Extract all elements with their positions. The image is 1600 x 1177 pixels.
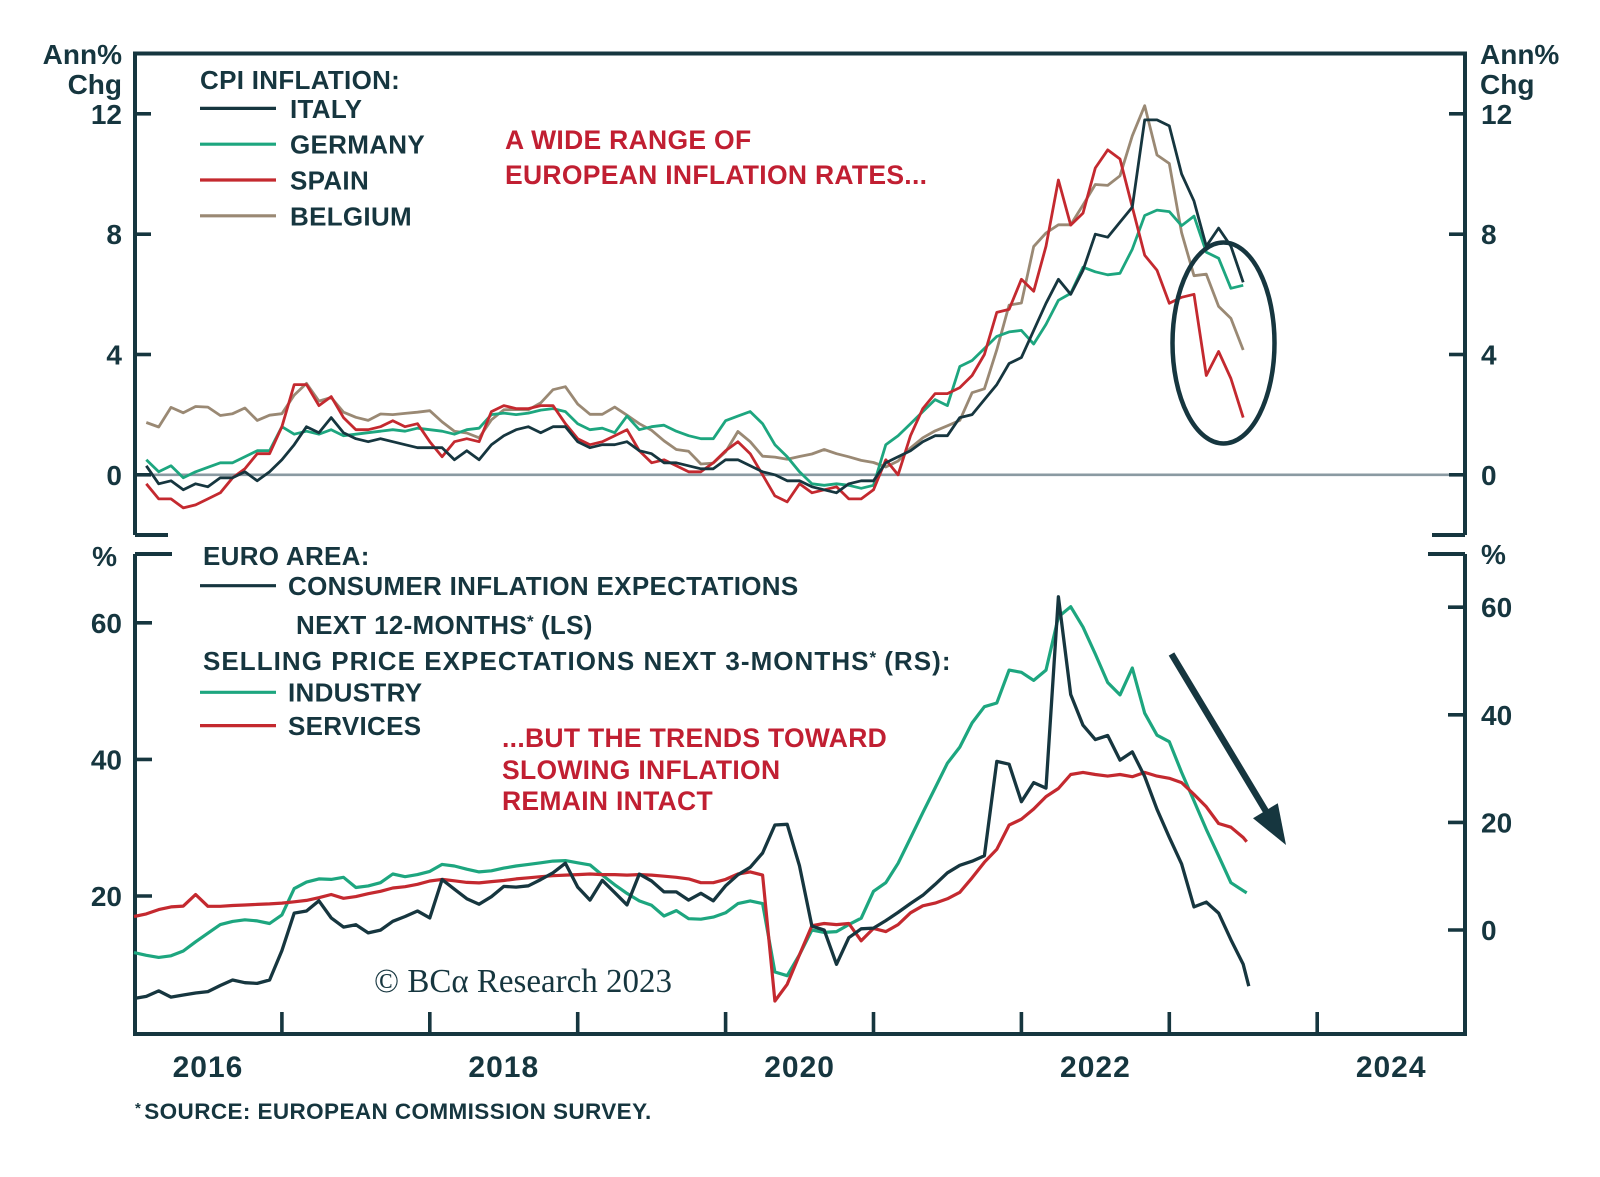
svg-text:GERMANY: GERMANY [290,130,425,160]
svg-text:2020: 2020 [764,1051,835,1084]
svg-text:SPAIN: SPAIN [290,166,369,196]
svg-text:2016: 2016 [173,1051,244,1084]
svg-text:0: 0 [106,460,122,491]
svg-text:Ann%: Ann% [43,39,122,70]
svg-text:REMAIN INTACT: REMAIN INTACT [502,786,713,816]
svg-text:2018: 2018 [468,1051,539,1084]
svg-text:8: 8 [1481,219,1497,250]
svg-text:20: 20 [91,881,122,912]
svg-text:40: 40 [1481,700,1512,731]
svg-text:CONSUMER INFLATION EXPECTATION: CONSUMER INFLATION EXPECTATIONS [288,571,799,601]
svg-text:© BCα Research 2023: © BCα Research 2023 [374,963,672,1000]
svg-text:A WIDE RANGE OF: A WIDE RANGE OF [505,125,751,155]
svg-text:BELGIUM: BELGIUM [290,201,412,231]
svg-text:2024: 2024 [1356,1051,1427,1084]
svg-text:60: 60 [1481,592,1512,623]
svg-text:EUROPEAN INFLATION RATES...: EUROPEAN INFLATION RATES... [505,160,927,190]
svg-text:20: 20 [1481,807,1512,838]
svg-text:60: 60 [91,608,122,639]
svg-text:12: 12 [91,99,122,130]
svg-text:0: 0 [1481,915,1497,946]
svg-text:4: 4 [1481,340,1497,371]
svg-text:EURO AREA:: EURO AREA: [203,541,370,571]
svg-text:Chg: Chg [68,69,122,100]
svg-text:0: 0 [1481,460,1497,491]
svg-text:Chg: Chg [1480,69,1534,100]
svg-text:%: % [1481,539,1506,570]
svg-text:4: 4 [106,340,122,371]
svg-text:Ann%: Ann% [1480,39,1559,70]
svg-text:40: 40 [91,744,122,775]
svg-text:12: 12 [1481,99,1512,130]
svg-text:ITALY: ITALY [290,94,362,124]
svg-text:SERVICES: SERVICES [288,711,421,741]
svg-text:...BUT THE TRENDS TOWARD: ...BUT THE TRENDS TOWARD [502,723,887,753]
svg-text:2022: 2022 [1060,1051,1131,1084]
svg-text:INDUSTRY: INDUSTRY [288,678,422,708]
svg-text:*SOURCE: EUROPEAN COMMISSION S: * SOURCE: EUROPEAN COMMISSION SURVEY. [135,1099,652,1124]
svg-text:SELLING PRICE EXPECTATIONS NEX: SELLING PRICE EXPECTATIONS NEXT 3-MONTHS… [203,646,952,676]
svg-text:8: 8 [106,219,122,250]
svg-text:%: % [92,541,117,572]
svg-text:CPI INFLATION:: CPI INFLATION: [200,65,400,95]
svg-text:SLOWING INFLATION: SLOWING INFLATION [502,755,780,785]
svg-text:NEXT 12-MONTHS*(LS): NEXT 12-MONTHS* (LS) [296,610,593,640]
